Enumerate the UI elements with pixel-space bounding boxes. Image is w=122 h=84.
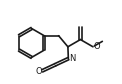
Text: O: O — [93, 42, 100, 51]
Text: O: O — [35, 67, 42, 76]
Text: N: N — [70, 54, 76, 63]
